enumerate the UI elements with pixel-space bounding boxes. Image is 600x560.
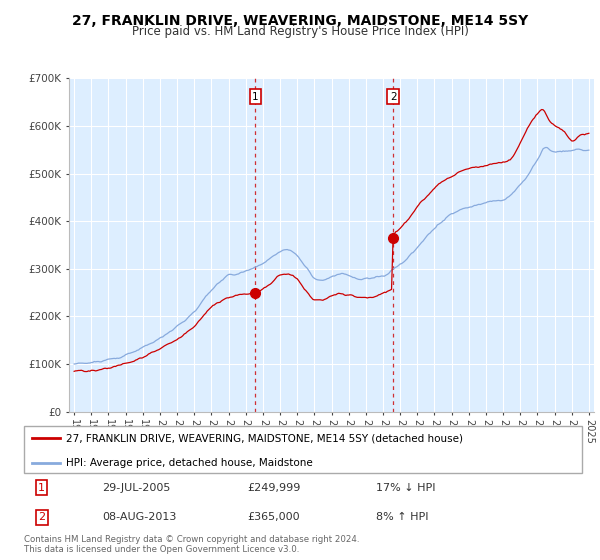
Text: £249,999: £249,999 (247, 483, 301, 493)
Text: 1: 1 (38, 483, 45, 493)
Text: 2: 2 (390, 92, 397, 102)
Text: 27, FRANKLIN DRIVE, WEAVERING, MAIDSTONE, ME14 5SY (detached house): 27, FRANKLIN DRIVE, WEAVERING, MAIDSTONE… (66, 433, 463, 444)
FancyBboxPatch shape (24, 426, 582, 473)
Text: 29-JUL-2005: 29-JUL-2005 (102, 483, 170, 493)
Text: 2: 2 (38, 512, 45, 522)
Text: £365,000: £365,000 (247, 512, 300, 522)
Text: 08-AUG-2013: 08-AUG-2013 (102, 512, 176, 522)
Text: Contains HM Land Registry data © Crown copyright and database right 2024.
This d: Contains HM Land Registry data © Crown c… (24, 535, 359, 554)
Text: 27, FRANKLIN DRIVE, WEAVERING, MAIDSTONE, ME14 5SY: 27, FRANKLIN DRIVE, WEAVERING, MAIDSTONE… (72, 14, 528, 28)
Text: 17% ↓ HPI: 17% ↓ HPI (376, 483, 435, 493)
Text: HPI: Average price, detached house, Maidstone: HPI: Average price, detached house, Maid… (66, 458, 313, 468)
Text: 1: 1 (252, 92, 259, 102)
Text: Price paid vs. HM Land Registry's House Price Index (HPI): Price paid vs. HM Land Registry's House … (131, 25, 469, 38)
Text: 8% ↑ HPI: 8% ↑ HPI (376, 512, 428, 522)
